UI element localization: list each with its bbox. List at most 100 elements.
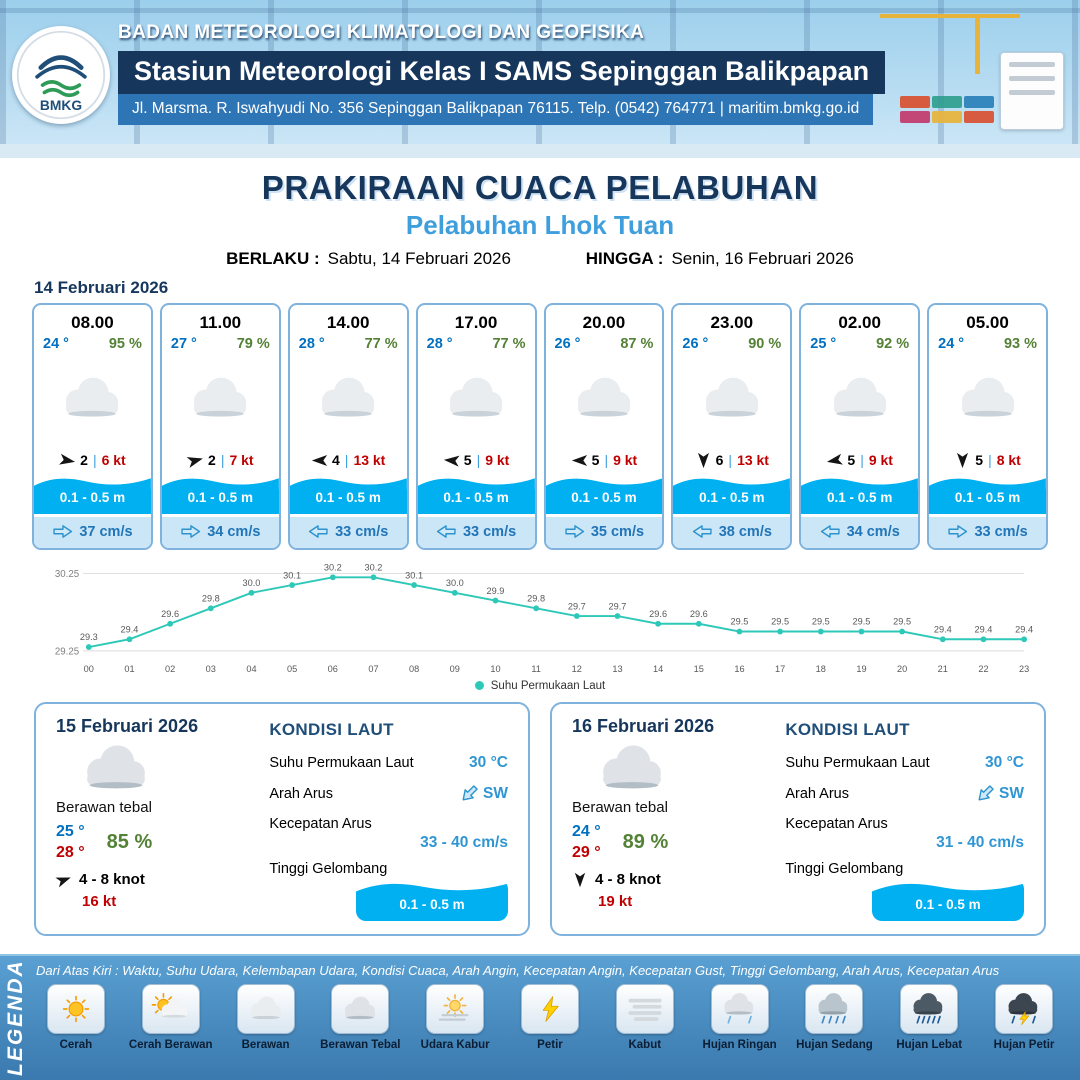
wave-height-box: 0.1 - 0.5 m bbox=[872, 879, 1024, 922]
legend-item: Cerah Berawan bbox=[125, 984, 217, 1076]
cerah-berawan-icon bbox=[141, 984, 200, 1034]
hourly-card: 08.00 24 ° 95 % 2 | 6 kt 0.1 - 0.5 m 37 cm/s bbox=[32, 302, 153, 550]
daily-weather-summary: 15 Februari 2026 Berawan tebal 25 ° 28 °… bbox=[55, 715, 259, 922]
svg-text:03: 03 bbox=[206, 664, 216, 674]
legend-item-label: Hujan Petir bbox=[993, 1039, 1055, 1051]
svg-text:13: 13 bbox=[612, 664, 622, 674]
svg-text:29.5: 29.5 bbox=[853, 617, 871, 627]
time-label: 20.00 bbox=[582, 312, 626, 332]
temp-min: 25 ° bbox=[56, 822, 85, 840]
bmkg-logo-icon: BMKG bbox=[16, 30, 106, 120]
legend-item: Hujan Lebat bbox=[883, 984, 975, 1076]
wind-direction-icon bbox=[442, 452, 460, 468]
temp-humidity-row: 26 ° 90 % bbox=[673, 333, 790, 352]
legend-item-label: Udara Kabur bbox=[420, 1039, 490, 1051]
wind-range: 4 - 8 knot bbox=[79, 871, 145, 889]
container-decoration bbox=[900, 111, 930, 123]
separator: | bbox=[988, 452, 992, 469]
container-decoration bbox=[964, 96, 994, 108]
time-label: 11.00 bbox=[199, 312, 242, 332]
separator: | bbox=[344, 452, 349, 469]
gust-speed: 13 kt bbox=[353, 452, 386, 469]
hourly-card: 02.00 25 ° 92 % 5 | 9 kt 0.1 - 0.5 m 34 cm/s bbox=[799, 302, 921, 550]
legend-item-label: Kabut bbox=[628, 1039, 662, 1051]
wind-direction-icon bbox=[696, 452, 711, 469]
svg-text:21: 21 bbox=[938, 664, 948, 674]
hingga-value: Senin, 16 Februari 2026 bbox=[671, 248, 854, 268]
temp-humidity-row: 28 ° 77 % bbox=[418, 333, 535, 352]
hourly-card: 14.00 28 ° 77 % 4 | 13 kt 0.1 - 0.5 m 33 cm/s bbox=[287, 302, 409, 550]
hourly-card: 05.00 24 ° 93 % 5 | 8 kt 0.1 - 0.5 m 33 cm/s bbox=[927, 302, 1048, 550]
hourly-cards: 08.00 24 ° 95 % 2 | 6 kt 0.1 - 0.5 m 37 cm/s 11.… bbox=[0, 302, 1080, 550]
legend-items: Cerah Cerah Berawan Berawan Berawan Tebal Ud… bbox=[28, 984, 1072, 1076]
temperature: 25 ° bbox=[810, 335, 837, 352]
hourly-card: 17.00 28 ° 77 % 5 | 9 kt 0.1 - 0.5 m 33 cm/s bbox=[415, 302, 537, 550]
legend: LEGENDA Dari Atas Kiri : Waktu, Suhu Uda… bbox=[0, 954, 1080, 1080]
svg-text:29.7: 29.7 bbox=[609, 601, 627, 611]
wave-height-value: 0.1 - 0.5 m bbox=[289, 489, 407, 514]
hujan-petir-icon bbox=[995, 984, 1054, 1034]
cloud-icon bbox=[290, 352, 407, 446]
current-row: 38 cm/s bbox=[673, 513, 791, 548]
svg-text:29.4: 29.4 bbox=[934, 624, 952, 634]
current-direction-icon bbox=[692, 524, 713, 539]
current-speed: 34 cm/s bbox=[846, 523, 900, 540]
daily-card: 16 Februari 2026 Berawan tebal 24 ° 29 °… bbox=[550, 701, 1046, 936]
daily-date: 15 Februari 2026 bbox=[56, 715, 199, 736]
current-speed: 33 cm/s bbox=[462, 523, 517, 540]
wind-direction-icon bbox=[573, 872, 587, 888]
wind-row: 2 | 6 kt bbox=[34, 446, 151, 474]
sea-conditions-heading: KONDISI LAUT bbox=[785, 719, 910, 739]
svg-text:29.4: 29.4 bbox=[975, 624, 993, 634]
humidity: 93 % bbox=[1003, 335, 1037, 352]
wind-direction-icon bbox=[185, 451, 205, 470]
time-label: 14.00 bbox=[326, 312, 370, 332]
wave-height-label: Tinggi Gelombang bbox=[269, 860, 388, 877]
svg-text:22: 22 bbox=[978, 664, 988, 674]
svg-text:30.25: 30.25 bbox=[55, 569, 79, 580]
current-speed-label: Kecepatan Arus bbox=[269, 815, 372, 832]
chart-legend-marker bbox=[474, 681, 484, 691]
wind-row: 2 | 7 kt bbox=[162, 446, 279, 474]
svg-text:23: 23 bbox=[1019, 664, 1029, 674]
sst-chart: 30.25 29.25 29.3 00 29.4 01 29.6 02 29.8 03 30.0 04… bbox=[0, 550, 1080, 694]
window-frame-decoration bbox=[0, 8, 1080, 13]
current-direction-label: Arah Arus bbox=[269, 785, 333, 802]
current-row: 33 cm/s bbox=[289, 513, 407, 548]
svg-text:02: 02 bbox=[165, 664, 175, 674]
station-address: Jl. Marsma. R. Iswahyudi No. 356 Sepingg… bbox=[118, 94, 874, 125]
current-direction-icon bbox=[564, 524, 585, 539]
current-speed: 33 cm/s bbox=[974, 523, 1028, 540]
humidity: 90 % bbox=[748, 335, 782, 352]
svg-text:09: 09 bbox=[450, 664, 460, 674]
wave-height-value: 0.1 - 0.5 m bbox=[417, 489, 535, 514]
svg-text:14: 14 bbox=[653, 664, 663, 674]
temp-humidity-row: 28 ° 77 % bbox=[290, 333, 407, 352]
svg-text:30.1: 30.1 bbox=[283, 570, 301, 580]
container-decoration bbox=[900, 96, 930, 108]
svg-text:05: 05 bbox=[287, 664, 297, 674]
temp-humidity-row: 24 ° 93 % bbox=[929, 333, 1046, 352]
weather-condition: Berawan tebal bbox=[56, 798, 152, 816]
crane-decoration bbox=[975, 14, 980, 74]
sst-value: 30 °C bbox=[985, 753, 1024, 771]
petir-icon bbox=[520, 984, 579, 1034]
legend-title: LEGENDA bbox=[4, 959, 27, 1076]
current-speed: 34 cm/s bbox=[207, 523, 261, 540]
wind-row: 6 | 13 kt bbox=[673, 446, 790, 474]
current-row: 33 cm/s bbox=[417, 513, 535, 548]
temp-humidity-row: 24 ° 95 % bbox=[34, 333, 151, 352]
wave-icon bbox=[872, 883, 1024, 895]
current-direction-icon bbox=[52, 524, 73, 539]
wind-speed: 5 bbox=[847, 452, 856, 469]
validity-line: BERLAKU : Sabtu, 14 Februari 2026 HINGGA … bbox=[0, 249, 1080, 269]
svg-text:00: 00 bbox=[84, 664, 94, 674]
humidity: 77 % bbox=[364, 335, 398, 352]
humidity: 89 % bbox=[622, 830, 669, 853]
temperature: 27 ° bbox=[170, 335, 197, 352]
gust-speed: 13 kt bbox=[737, 452, 769, 469]
wind-row: 5 | 9 kt bbox=[546, 446, 663, 474]
current-direction-icon bbox=[973, 781, 998, 806]
separator: | bbox=[604, 452, 609, 469]
kabut-icon bbox=[615, 984, 674, 1034]
